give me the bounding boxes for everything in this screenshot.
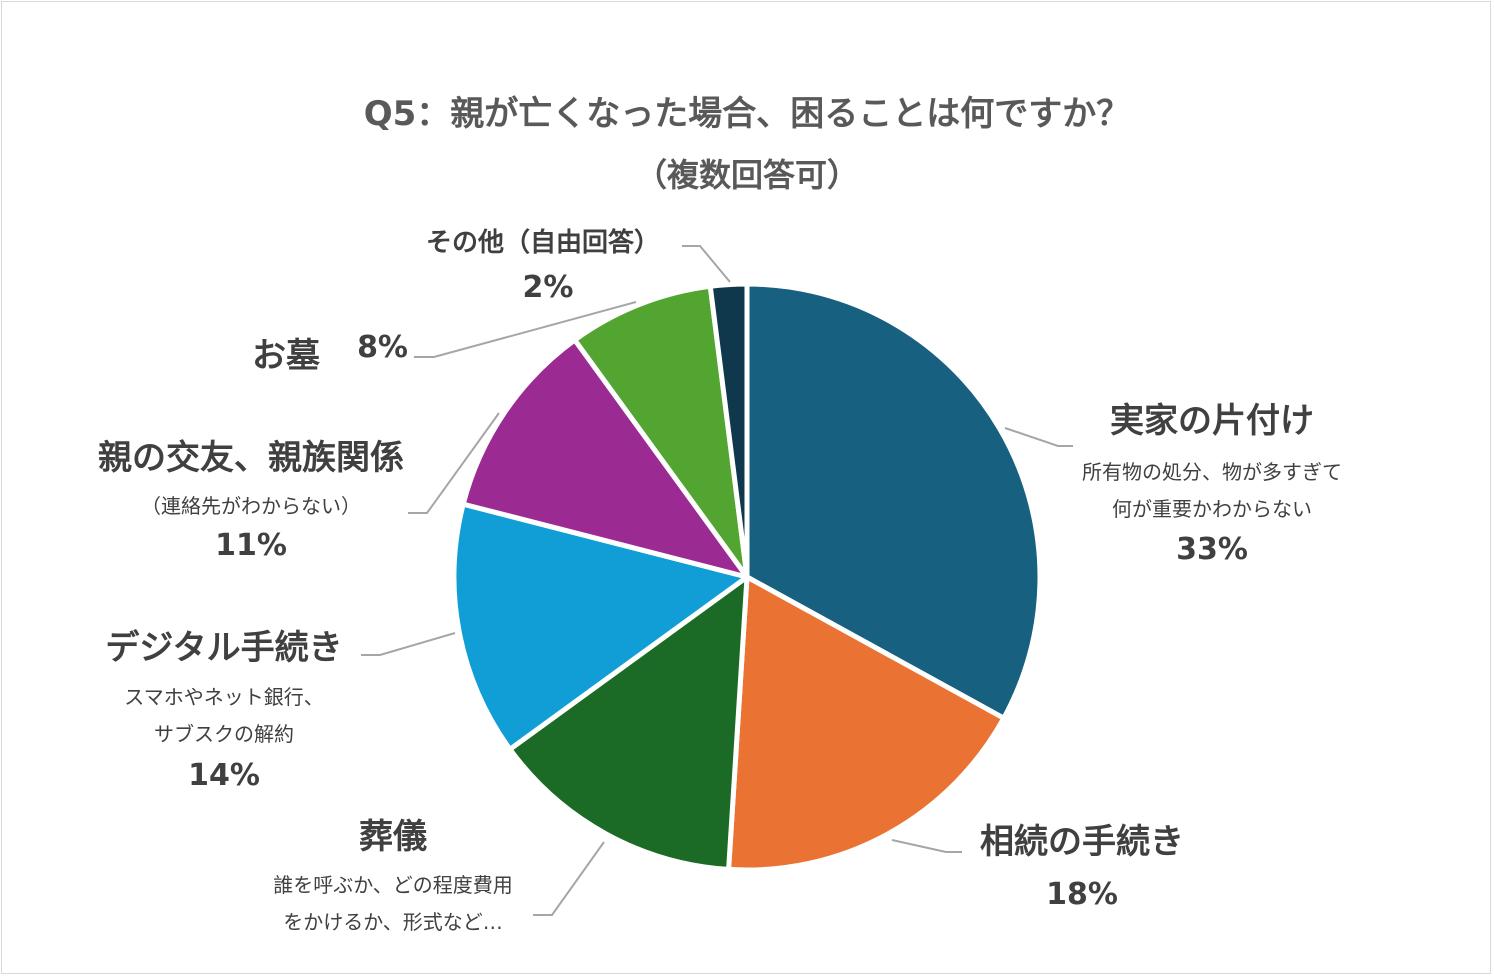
- leader-line-ohaka: [414, 301, 637, 358]
- slice-label-sonota: その他（自由回答）: [425, 228, 661, 258]
- slice-note-jikka-2: 何が重要かわからない: [1112, 497, 1312, 521]
- slice-label-sougi: 葬儀: [359, 817, 427, 857]
- pie-slice-digital: [451, 501, 750, 752]
- pie-slice-sonota: [707, 281, 750, 580]
- slice-value-jikka: 33%: [1176, 532, 1248, 567]
- pie-slice-jikka: [744, 281, 1043, 721]
- pie-slice-ohaka: [572, 283, 750, 580]
- chart-subtitle: （複数回答可）: [634, 156, 860, 194]
- slice-note-digital-2: サブスクの解約: [154, 722, 294, 746]
- slice-note-jikka-1: 所有物の処分、物が多すぎて: [1082, 460, 1342, 484]
- slice-note-sougi-1: 誰を呼ぶか、どの程度費用: [273, 873, 513, 897]
- slice-label-souzoku: 相続の手続き: [980, 822, 1184, 862]
- pie-slice-kouyuu: [460, 337, 750, 580]
- slice-note-kouyuu: （連絡先がわからない）: [141, 494, 361, 518]
- slice-label-kouyuu: 親の交友、親族関係: [98, 438, 404, 478]
- slice-label-ohaka: お墓: [252, 336, 320, 376]
- leader-line-kouyuu: [408, 412, 500, 514]
- leader-line-jikka: [1004, 427, 1073, 447]
- slice-value-sonota: 2%: [522, 270, 574, 305]
- slice-label-jikka: 実家の片付け: [1110, 401, 1314, 441]
- leader-line-souzoku: [891, 839, 962, 853]
- slice-value-ohaka: 8%: [357, 330, 408, 365]
- leader-line-sougi: [533, 841, 605, 916]
- chart-title: Q5：親が亡くなった場合、困ることは何ですか？: [363, 94, 1131, 134]
- slice-value-kouyuu: 11%: [215, 528, 287, 563]
- slice-value-souzoku: 18%: [1046, 877, 1118, 912]
- leader-line-digital: [361, 632, 456, 656]
- slice-note-sougi-2: をかけるか、形式など…: [283, 910, 503, 934]
- pie-slice-souzoku: [726, 574, 1007, 873]
- slice-note-digital-1: スマホやネット銀行、: [124, 685, 324, 709]
- slice-value-digital: 14%: [188, 758, 260, 793]
- leader-line-sonota: [682, 245, 731, 283]
- slice-label-digital: デジタル手続き: [105, 628, 343, 668]
- pie-slice-sougi: [507, 574, 750, 872]
